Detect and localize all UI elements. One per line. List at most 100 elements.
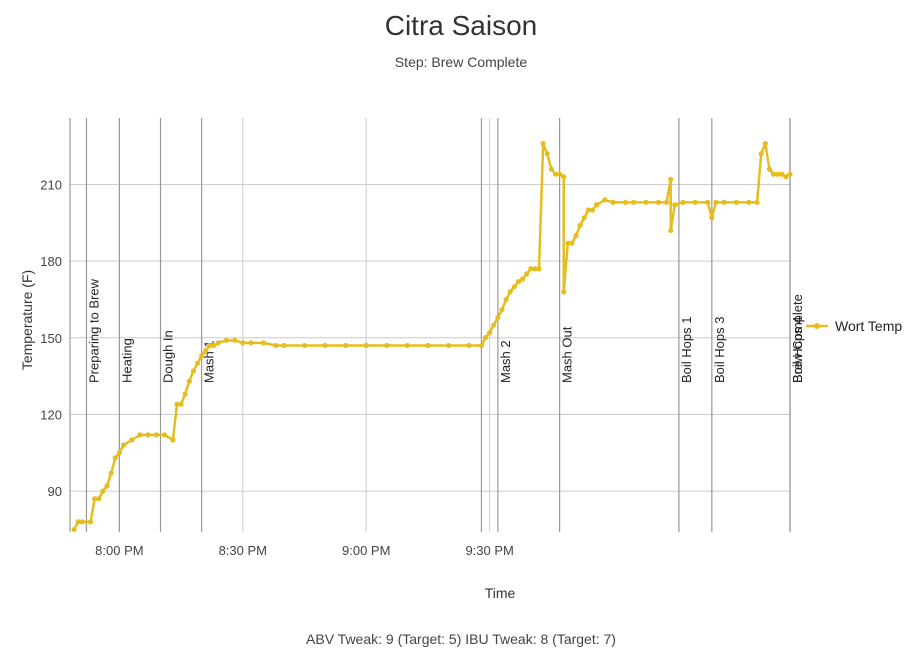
data-point xyxy=(248,340,254,346)
data-point xyxy=(281,342,287,349)
data-point xyxy=(594,202,600,208)
data-point xyxy=(240,340,246,346)
data-point xyxy=(602,197,608,203)
data-point xyxy=(211,342,217,349)
data-point xyxy=(540,140,546,147)
data-point xyxy=(273,342,279,349)
data-point xyxy=(108,470,114,476)
data-point xyxy=(705,199,711,205)
annotation-lines: Preparing to Brew Heating Dough In Mash 1 Ma… xyxy=(69,118,805,532)
data-point xyxy=(182,391,188,397)
y-tick-label: 210 xyxy=(40,177,62,192)
data-point xyxy=(569,240,575,246)
data-point xyxy=(170,437,176,443)
data-point xyxy=(404,342,410,349)
data-point xyxy=(137,432,143,438)
data-point xyxy=(466,342,472,349)
data-point xyxy=(174,401,180,407)
data-point xyxy=(199,353,205,359)
legend-label: Wort Temp xyxy=(835,318,902,334)
x-tick-label: 8:30 PM xyxy=(219,543,267,558)
data-point xyxy=(260,340,266,346)
data-point xyxy=(190,368,197,374)
data-point xyxy=(120,442,127,448)
data-point xyxy=(153,432,159,438)
x-axis-title: Time xyxy=(485,585,516,601)
data-point xyxy=(557,171,563,177)
y-tick-label: 120 xyxy=(40,407,62,422)
y-tick-label: 180 xyxy=(40,254,62,269)
data-point xyxy=(322,342,328,349)
data-point xyxy=(561,289,567,295)
data-point xyxy=(203,347,209,354)
data-point xyxy=(112,455,118,461)
data-point xyxy=(511,284,517,290)
data-point xyxy=(532,266,538,272)
data-point xyxy=(100,488,106,494)
annotation-label: Brew Complete xyxy=(790,294,805,383)
data-point xyxy=(709,215,715,221)
x-tick-label: 9:30 PM xyxy=(465,543,513,558)
data-point xyxy=(610,199,616,205)
annotation-label: Heating xyxy=(119,338,134,383)
tweak-summary: ABV Tweak: 9 (Target: 5) IBU Tweak: 8 (T… xyxy=(306,631,616,647)
chart-title: Citra Saison xyxy=(384,10,538,41)
data-point xyxy=(207,342,213,349)
data-point xyxy=(499,307,505,313)
data-point xyxy=(503,296,509,303)
data-point xyxy=(301,342,308,349)
chart-subtitle: Step: Brew Complete xyxy=(394,54,528,70)
data-point xyxy=(622,199,629,205)
data-point xyxy=(186,378,192,384)
data-point xyxy=(552,171,559,177)
data-point xyxy=(116,450,122,456)
data-point xyxy=(577,222,583,228)
data-point xyxy=(87,519,94,525)
data-point xyxy=(754,199,760,205)
data-point xyxy=(491,322,497,328)
data-point xyxy=(668,176,674,182)
data-point xyxy=(524,271,530,277)
x-tick-label: 8:00 PM xyxy=(95,543,143,558)
data-point xyxy=(223,337,229,343)
data-point xyxy=(129,437,135,443)
data-point xyxy=(770,171,777,177)
annotation-label: Preparing to Brew xyxy=(86,278,101,383)
data-point xyxy=(643,199,649,205)
data-point xyxy=(162,432,168,438)
data-point xyxy=(787,171,793,177)
series-wort-temp xyxy=(71,140,793,533)
data-point xyxy=(145,432,151,438)
data-point xyxy=(363,342,369,349)
data-point xyxy=(581,215,587,221)
data-point xyxy=(779,171,785,177)
data-point xyxy=(507,289,513,295)
data-point xyxy=(75,519,81,525)
data-point xyxy=(384,342,390,349)
data-point xyxy=(746,199,752,205)
data-point xyxy=(104,483,110,489)
annotation-label: Mash 2 xyxy=(498,340,513,383)
annotation-label: Dough In xyxy=(161,330,176,383)
data-point xyxy=(762,140,768,147)
annotation-label: Boil Hops 1 xyxy=(679,317,694,383)
data-point xyxy=(672,202,678,208)
data-point xyxy=(519,276,526,282)
data-point xyxy=(231,337,238,343)
data-point xyxy=(733,199,740,205)
data-point xyxy=(478,342,485,349)
data-point xyxy=(343,342,349,349)
data-point xyxy=(548,166,554,172)
data-point xyxy=(631,199,637,205)
data-point xyxy=(668,227,674,234)
data-point xyxy=(775,171,781,177)
data-point xyxy=(71,526,77,533)
legend[interactable]: Wort Temp xyxy=(806,318,902,334)
data-point xyxy=(482,335,489,341)
data-point xyxy=(585,207,592,213)
data-point xyxy=(766,166,773,172)
y-tick-label: 150 xyxy=(40,331,62,346)
data-point xyxy=(561,174,567,180)
data-point xyxy=(589,207,596,213)
data-point xyxy=(573,232,579,239)
